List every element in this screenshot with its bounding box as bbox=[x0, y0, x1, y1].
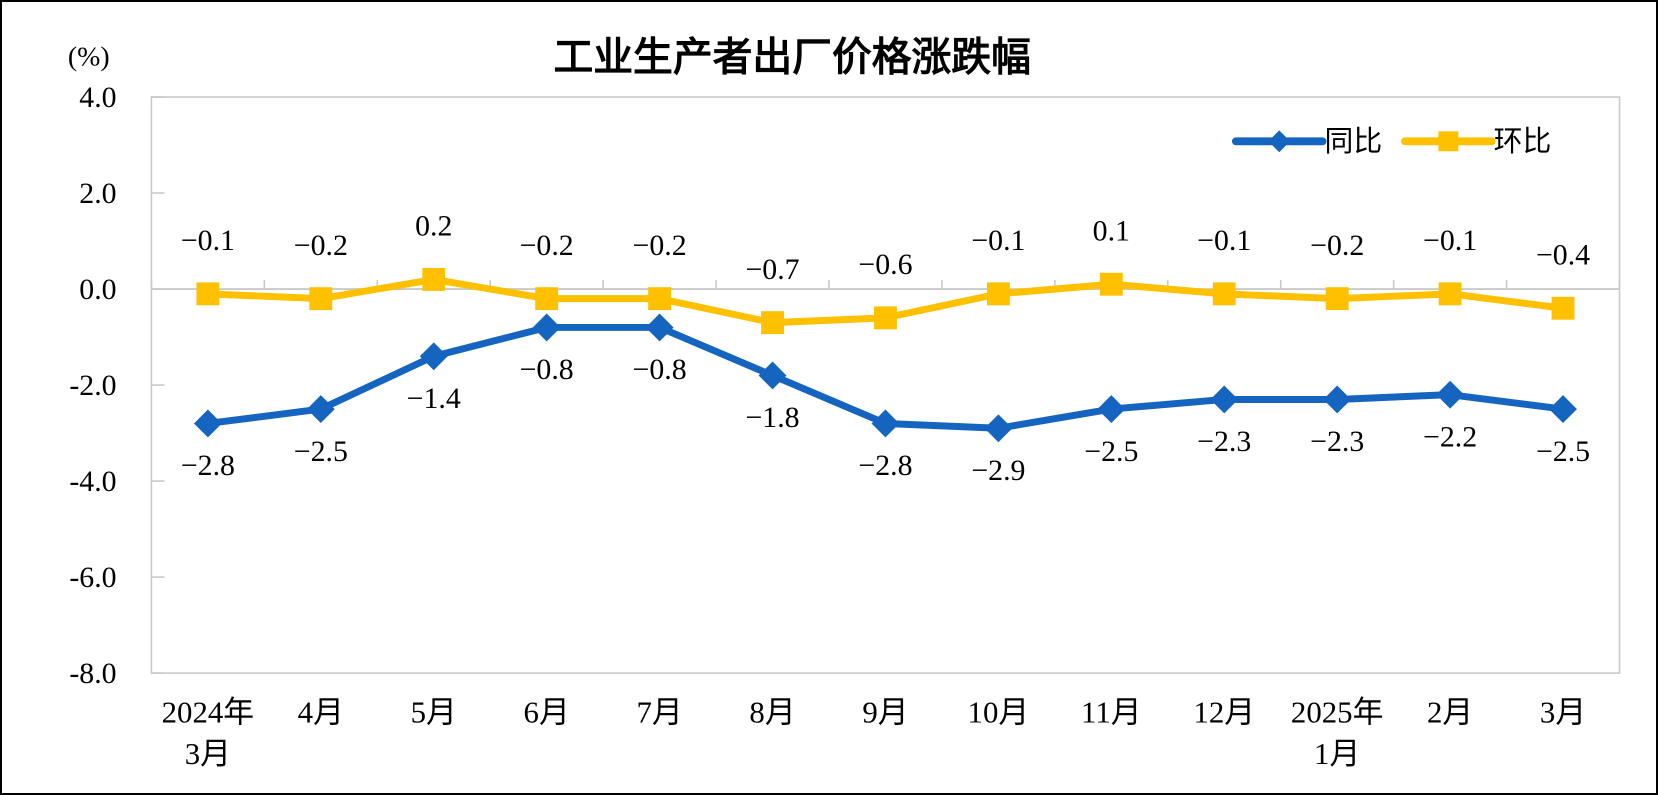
data-point-label: −0.2 bbox=[294, 229, 348, 262]
data-point-marker bbox=[1210, 385, 1239, 414]
y-tick-label: -2.0 bbox=[69, 369, 116, 402]
data-point-marker bbox=[196, 282, 220, 306]
legend: 同比 环比 bbox=[1231, 126, 1552, 158]
x-tick-label: 2025年 bbox=[1291, 695, 1384, 729]
data-point-marker bbox=[1436, 380, 1465, 409]
data-point-marker bbox=[1323, 385, 1352, 414]
data-point-label: −0.1 bbox=[1197, 224, 1251, 257]
data-point-label: −2.2 bbox=[1423, 420, 1477, 453]
data-point-label: −0.2 bbox=[520, 229, 574, 262]
data-point-label: −2.3 bbox=[1310, 425, 1364, 458]
data-point-label: −0.4 bbox=[1536, 238, 1590, 271]
x-tick-label: 9月 bbox=[862, 695, 908, 729]
data-point-label: −2.9 bbox=[971, 454, 1025, 487]
data-point-label: −0.6 bbox=[858, 248, 912, 281]
data-point-label: −0.1 bbox=[181, 224, 235, 257]
data-point-label: −2.5 bbox=[1536, 435, 1590, 468]
legend-label: 同比 bbox=[1324, 126, 1382, 158]
data-point-marker bbox=[1212, 282, 1236, 306]
data-point-label: −0.1 bbox=[971, 224, 1025, 257]
data-point-label: −2.5 bbox=[294, 435, 348, 468]
x-tick-label: 10月 bbox=[968, 695, 1030, 729]
data-point-marker bbox=[871, 409, 900, 438]
data-point-marker bbox=[1549, 395, 1577, 423]
x-tick-label: 2月 bbox=[1427, 695, 1473, 729]
x-tick-label: 3月 bbox=[1540, 695, 1586, 729]
data-point-label: −2.8 bbox=[181, 449, 235, 482]
data-point-marker bbox=[193, 409, 222, 438]
plot-area: 4.0 2.0 0.0 -2.0 -4.0 -6.0 -8.0 2024年 3月 4月 5月 6月 7月… bbox=[69, 81, 1621, 771]
y-tick-label: -4.0 bbox=[69, 465, 116, 498]
data-point-marker bbox=[761, 311, 784, 335]
data-point-label: −0.8 bbox=[520, 353, 574, 386]
data-point-label: 0.1 bbox=[1093, 214, 1130, 247]
x-tick-label: 7月 bbox=[636, 695, 682, 729]
data-point-label: −0.1 bbox=[1423, 224, 1477, 257]
legend-item: 环比 bbox=[1401, 126, 1552, 158]
y-tick-label: 2.0 bbox=[79, 177, 116, 210]
y-tick-label: -6.0 bbox=[69, 561, 116, 594]
data-point-label: 0.2 bbox=[415, 210, 452, 243]
data-point-marker bbox=[758, 361, 787, 390]
data-point-marker bbox=[986, 282, 1010, 306]
data-point-marker bbox=[309, 287, 333, 311]
data-point-marker bbox=[1551, 296, 1575, 320]
x-tick-label: 2024年 bbox=[162, 695, 255, 729]
y-axis-unit-label: (%) bbox=[68, 42, 110, 73]
legend-label: 环比 bbox=[1494, 126, 1552, 158]
data-point-label: −0.2 bbox=[1310, 229, 1364, 262]
data-point-marker bbox=[1438, 282, 1462, 306]
x-tick-label: 8月 bbox=[749, 695, 795, 729]
x-tick-label: 12月 bbox=[1193, 695, 1255, 729]
legend-item: 同比 bbox=[1231, 126, 1382, 158]
data-point-marker bbox=[1099, 272, 1123, 296]
x-tick-label-line2: 1月 bbox=[1314, 737, 1360, 771]
y-tick-label: -8.0 bbox=[69, 657, 116, 690]
data-point-marker bbox=[984, 414, 1013, 443]
x-tick-label: 5月 bbox=[411, 695, 457, 729]
data-point-marker bbox=[535, 287, 559, 311]
data-point-marker bbox=[532, 313, 561, 342]
data-point-marker bbox=[874, 306, 897, 330]
data-point-label: −0.8 bbox=[633, 353, 687, 386]
data-point-label: −2.3 bbox=[1197, 425, 1251, 458]
y-tick-label: 0.0 bbox=[79, 273, 116, 306]
x-tick-label: 6月 bbox=[524, 695, 570, 729]
legend-marker-square bbox=[1438, 131, 1459, 152]
y-tick-label: 4.0 bbox=[79, 81, 116, 114]
data-point-marker bbox=[648, 287, 672, 311]
x-tick-label-line2: 3月 bbox=[185, 737, 231, 771]
chart-title: 工业生产者出厂价格涨跌幅 bbox=[553, 36, 1030, 80]
data-point-marker bbox=[1325, 287, 1349, 311]
data-point-label: −1.4 bbox=[407, 382, 461, 415]
data-point-marker bbox=[306, 395, 335, 423]
x-tick-label: 11月 bbox=[1081, 695, 1142, 729]
data-point-label: −1.8 bbox=[745, 401, 799, 434]
x-tick-label: 4月 bbox=[298, 695, 344, 729]
data-point-label: −0.2 bbox=[633, 229, 687, 262]
data-point-label: −0.7 bbox=[745, 253, 799, 286]
legend-marker-diamond bbox=[1268, 130, 1291, 153]
data-point-label: −2.8 bbox=[858, 449, 912, 482]
data-point-marker bbox=[419, 342, 448, 371]
data-point-marker bbox=[645, 313, 674, 342]
data-point-label: −2.5 bbox=[1084, 435, 1138, 468]
data-point-marker bbox=[1097, 395, 1126, 423]
data-point-marker bbox=[422, 268, 446, 291]
